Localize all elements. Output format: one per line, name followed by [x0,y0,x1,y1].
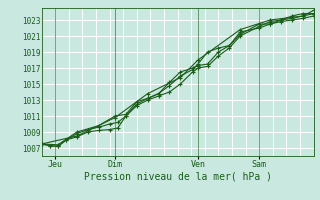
X-axis label: Pression niveau de la mer( hPa ): Pression niveau de la mer( hPa ) [84,172,272,182]
